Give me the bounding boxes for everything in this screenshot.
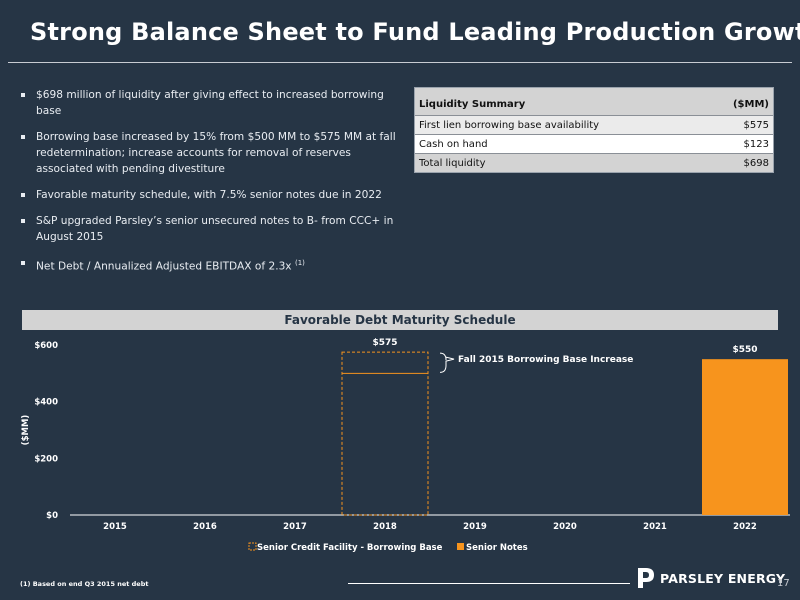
chart-title-banner: Favorable Debt Maturity Schedule	[22, 310, 778, 330]
y-tick-label: $600	[34, 341, 58, 351]
x-tick-label: 2021	[643, 522, 667, 532]
table-row: Cash on hand $123	[415, 134, 773, 153]
annotation-bracket	[439, 352, 455, 373]
bullet-list: $698 million of liquidity after giving e…	[20, 87, 410, 285]
x-tick-label: 2022	[733, 522, 757, 532]
legend-swatch-senior-notes	[457, 543, 464, 550]
bullet-item: Borrowing base increased by 15% from $50…	[20, 129, 410, 177]
bullet-marker-icon	[21, 93, 25, 97]
borrowing-base-bar	[341, 351, 429, 516]
x-tick-label: 2017	[283, 522, 307, 532]
row-value: $698	[743, 157, 769, 169]
bullet-marker-icon	[21, 135, 25, 139]
page-number: 17	[777, 578, 790, 589]
y-tick-label: $400	[34, 398, 58, 408]
legend-label: Senior Notes	[466, 543, 528, 553]
bullet-item: Favorable maturity schedule, with 7.5% s…	[20, 187, 410, 203]
bullet-item: Net Debt / Annualized Adjusted EBITDAX o…	[20, 255, 410, 275]
y-tick-label: $200	[34, 454, 58, 464]
page-title: Strong Balance Sheet to Fund Leading Pro…	[30, 18, 800, 46]
table-header-row: Liquidity Summary ($MM)	[415, 88, 773, 115]
x-tick-label: 2016	[193, 522, 217, 532]
bullet-text: S&P upgraded Parsley’s senior unsecured …	[36, 215, 394, 243]
bullet-marker-icon	[21, 219, 25, 223]
debt-maturity-chart: $0 $200 $400 $600 ($MM) 2015 2016 2017 2018 2019 2…	[21, 338, 790, 553]
bullet-item: $698 million of liquidity after giving e…	[20, 87, 410, 119]
x-tick-label: 2019	[463, 522, 487, 532]
table-header-label: Liquidity Summary	[419, 99, 526, 110]
table-row-total: Total liquidity $698	[415, 153, 773, 172]
data-label: $550	[732, 345, 757, 355]
table-header-unit: ($MM)	[732, 99, 769, 110]
footer-divider	[348, 583, 630, 584]
senior-notes-bar	[702, 359, 788, 515]
title-divider	[8, 62, 792, 63]
row-label: Total liquidity	[419, 157, 486, 169]
y-axis-label: ($MM)	[21, 415, 31, 446]
x-tick-label: 2015	[103, 522, 127, 532]
x-tick-label: 2020	[553, 522, 577, 532]
table-row: First lien borrowing base availability $…	[415, 115, 773, 134]
annotation-label: Fall 2015 Borrowing Base Increase	[458, 355, 633, 365]
bullet-marker-icon	[21, 261, 25, 265]
parsley-logo-icon	[638, 568, 654, 588]
liquidity-summary-table: Liquidity Summary ($MM) First lien borro…	[414, 87, 774, 173]
bullet-text: Favorable maturity schedule, with 7.5% s…	[36, 189, 382, 201]
x-tick-label: 2018	[373, 522, 397, 532]
bullet-item: S&P upgraded Parsley’s senior unsecured …	[20, 213, 410, 245]
bullet-text: $698 million of liquidity after giving e…	[36, 89, 384, 117]
row-label: First lien borrowing base availability	[419, 119, 600, 131]
row-label: Cash on hand	[419, 138, 488, 150]
logo-text: PARSLEY ENERGY	[660, 570, 786, 586]
bullet-text: Borrowing base increased by 15% from $50…	[36, 131, 396, 175]
bullet-marker-icon	[21, 193, 25, 197]
company-logo: PARSLEY ENERGY	[636, 566, 785, 590]
row-value: $123	[743, 138, 769, 150]
y-tick-label: $0	[46, 511, 58, 521]
data-label: $575	[372, 338, 397, 348]
footnote-ref: (1)	[294, 259, 305, 267]
footnote: (1) Based on end Q3 2015 net debt	[20, 580, 149, 588]
legend-label: Senior Credit Facility - Borrowing Base	[257, 543, 443, 553]
bullet-text: Net Debt / Annualized Adjusted EBITDAX o…	[36, 260, 292, 273]
row-value: $575	[743, 119, 769, 131]
legend-swatch-borrowing-base	[248, 542, 257, 551]
